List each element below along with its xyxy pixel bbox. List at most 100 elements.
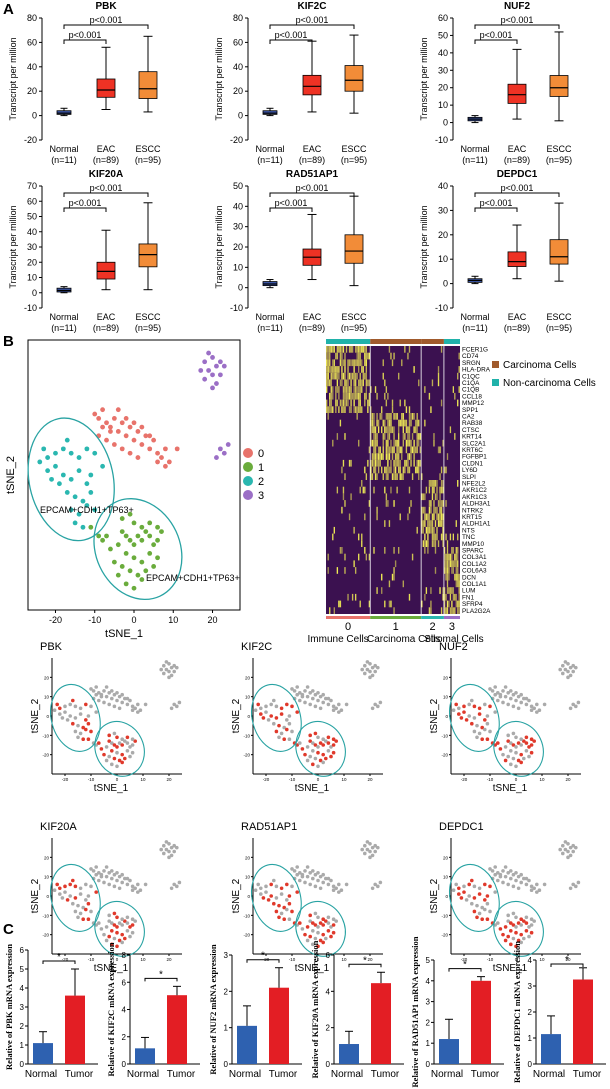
heatmap-cell — [443, 466, 446, 474]
heatmap-cell — [430, 500, 432, 507]
heatmap-cell — [401, 413, 403, 420]
category-label: Normal — [255, 144, 284, 154]
significance-bracket — [474, 39, 518, 44]
heatmap-cell — [405, 419, 408, 427]
heatmap-cell — [418, 459, 420, 467]
cluster-0-point — [131, 420, 137, 426]
expressing-cell-point — [462, 890, 466, 894]
heatmap-cell — [385, 453, 388, 460]
cell-point — [128, 698, 132, 703]
heatmap-cell — [350, 392, 352, 400]
heatmap-cell — [451, 567, 453, 574]
cell-point — [84, 898, 88, 902]
cell-point — [269, 702, 274, 707]
cell-point — [313, 704, 318, 709]
bar-tumor — [65, 995, 85, 1064]
heatmap-cell — [425, 486, 428, 494]
cell-point — [542, 882, 547, 887]
cell-point — [94, 865, 98, 869]
heatmap-cell — [358, 352, 360, 360]
heatmap-cell — [373, 419, 375, 427]
heatmap-cell — [330, 346, 332, 353]
expressing-cell-point — [524, 735, 529, 740]
heatmap-cell — [390, 413, 392, 420]
heatmap-cell — [350, 406, 352, 413]
cell-point — [451, 708, 456, 712]
heatmap-cell — [388, 580, 391, 588]
heatmap-cell — [433, 439, 435, 447]
heatmap-cell — [446, 573, 449, 581]
heatmap-cell — [393, 500, 395, 507]
heatmap-cell — [382, 446, 384, 454]
significance-label: p<0.001 — [501, 15, 534, 25]
heatmap-cell — [422, 526, 425, 534]
cluster-2-point — [53, 450, 58, 456]
heatmap-cell — [440, 500, 443, 507]
cell-point — [490, 689, 495, 693]
expressing-cell-point — [516, 741, 521, 745]
heatmap-cell — [365, 392, 368, 400]
legend-swatch — [243, 490, 253, 500]
cell-point — [76, 735, 80, 740]
heatmap-cell — [345, 392, 348, 400]
cell-point — [501, 869, 505, 873]
heatmap-cell — [332, 533, 334, 541]
heatmap-cell — [384, 547, 386, 554]
cell-point — [264, 710, 268, 714]
heatmap-cell — [425, 526, 428, 534]
expressing-cell-point — [115, 915, 119, 920]
expressing-cell-point — [81, 737, 85, 741]
heatmap-cell — [425, 587, 428, 594]
cell-point — [563, 840, 568, 844]
heatmap-cell — [396, 453, 398, 460]
heatmap-cell — [393, 426, 395, 434]
heatmap-cell — [396, 413, 398, 420]
heatmap-cell — [413, 366, 415, 373]
y-axis-label: Relative of KIF2C mRNA expression — [106, 942, 116, 1076]
heatmap-cell — [385, 466, 388, 474]
heatmap-cell — [427, 526, 429, 534]
cell-point — [529, 923, 534, 927]
heatmap-cell — [364, 359, 366, 367]
heatmap-cell — [373, 486, 375, 494]
y-tick-label: -10 — [230, 303, 243, 313]
cluster-1-point — [135, 572, 141, 578]
expressing-cell-point — [99, 747, 104, 751]
cell-point — [52, 888, 57, 892]
heatmap-cell — [370, 426, 372, 434]
heatmap-cell — [442, 513, 444, 521]
significance-bracket — [63, 192, 149, 197]
box-escc — [344, 234, 364, 264]
y-tick-label: -20 — [243, 933, 250, 938]
significance-bracket — [269, 24, 355, 29]
cell-point — [316, 764, 320, 769]
heatmap-cell — [425, 540, 428, 547]
cell-point — [503, 745, 508, 749]
expressing-cell-point — [522, 919, 526, 923]
heatmap-cell — [344, 392, 346, 400]
heatmap-cell — [356, 372, 358, 380]
cell-point — [130, 737, 135, 741]
heatmap-cell — [373, 547, 375, 554]
heatmap-cell — [370, 433, 372, 440]
heatmap-cell — [345, 386, 348, 393]
y-tick-label: 10 — [245, 875, 251, 880]
category-label: EAC — [303, 144, 322, 154]
y-tick-label: 4 — [528, 956, 533, 965]
cluster-1-point — [100, 537, 105, 543]
cell-point — [527, 754, 531, 759]
y-tick-label: 20 — [44, 855, 50, 860]
cell-point — [378, 880, 383, 885]
x-tick-label: 10 — [341, 957, 347, 962]
heatmap-cell — [436, 513, 438, 521]
heatmap-cell — [381, 453, 383, 460]
cell-point — [78, 911, 83, 916]
cell-point — [519, 743, 523, 747]
heatmap-cell — [385, 493, 388, 501]
cell-point — [115, 750, 119, 755]
heatmap-cell — [339, 547, 342, 554]
significance-label: * — [565, 955, 569, 966]
heatmap-cell — [336, 366, 339, 373]
heatmap-cell — [455, 553, 457, 561]
